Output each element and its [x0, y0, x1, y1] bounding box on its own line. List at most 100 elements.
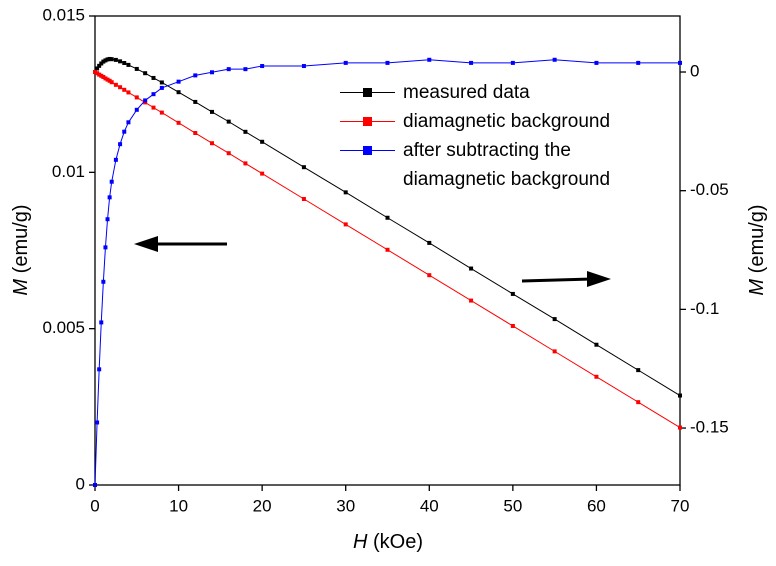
right-arrow: [521, 271, 611, 287]
data-point: [109, 57, 114, 62]
data-point: [385, 215, 390, 220]
legend-entry: measured data: [330, 78, 620, 107]
data-point: [193, 73, 198, 78]
data-point: [469, 266, 474, 271]
data-point: [151, 92, 156, 97]
data-point: [99, 61, 104, 66]
data-point: [210, 70, 214, 75]
data-point: [243, 129, 248, 134]
data-point: [103, 58, 108, 63]
x-tick-label: 30: [336, 496, 355, 515]
data-point: [95, 71, 100, 76]
data-point: [243, 67, 248, 72]
legend-label: diamagnetic background: [403, 111, 611, 132]
x-label-symbol: H: [353, 531, 368, 553]
data-point: [95, 66, 100, 71]
data-point: [93, 483, 97, 487]
data-point: [151, 105, 156, 110]
legend-entry: after subtracting the diamagnetic backgr…: [330, 136, 620, 194]
y2-label-unit: (emu/g): [746, 204, 768, 273]
data-point: [176, 120, 181, 125]
x-axis-label: H (kOe): [353, 531, 423, 553]
data-point: [176, 79, 181, 84]
data-point: [636, 60, 641, 65]
data-point: [343, 190, 348, 195]
x-tick-label: 50: [503, 496, 522, 515]
data-point: [101, 279, 106, 284]
data-point: [101, 59, 106, 64]
data-point: [103, 76, 108, 81]
data-point: [343, 222, 348, 227]
data-point: [113, 157, 118, 162]
legend: measured data diamagnetic background after…: [330, 78, 620, 194]
data-point: [343, 60, 348, 65]
data-point: [594, 342, 599, 347]
data-point: [126, 90, 131, 95]
data-point: [97, 63, 102, 68]
legend-marker: [363, 117, 372, 126]
data-point: [301, 165, 306, 170]
data-point: [118, 142, 123, 147]
data-point: [143, 71, 148, 76]
data-point: [99, 73, 104, 78]
data-point: [594, 60, 599, 65]
data-point: [109, 80, 114, 85]
data-point: [126, 120, 131, 125]
data-point: [385, 60, 390, 65]
legend-marker: [363, 88, 372, 97]
data-point: [95, 420, 100, 425]
data-point: [552, 349, 557, 354]
y2-label-symbol: M: [746, 279, 768, 296]
y2-tick-label: -0.05: [690, 180, 729, 199]
data-point: [636, 368, 641, 373]
data-point: [427, 57, 432, 62]
data-point: [427, 273, 432, 278]
data-point: [260, 139, 265, 144]
data-point: [107, 56, 112, 61]
data-point: [260, 64, 265, 69]
data-point: [97, 367, 102, 372]
data-point: [159, 85, 164, 90]
x-label-unit: (kOe): [373, 531, 423, 553]
data-point: [126, 62, 131, 67]
y-label-unit: (emu/g): [10, 204, 32, 273]
data-point: [226, 151, 231, 156]
legend-label: measured data: [403, 82, 530, 103]
data-point: [243, 161, 248, 166]
data-point: [118, 85, 123, 90]
y-tick-label: 0: [76, 474, 85, 493]
data-point: [113, 57, 118, 62]
data-point: [193, 131, 198, 136]
data-point: [93, 70, 97, 75]
legend-marker: [363, 146, 372, 155]
x-tick-label: 20: [253, 496, 272, 515]
data-point: [105, 217, 110, 222]
data-point: [678, 60, 682, 65]
plot-frame: [94, 15, 681, 486]
data-point: [226, 119, 231, 124]
data-point: [97, 72, 102, 77]
data-point: [552, 57, 557, 62]
data-point: [260, 171, 265, 176]
data-point: [510, 323, 515, 328]
data-point: [134, 107, 139, 112]
x-tick-label: 60: [587, 496, 606, 515]
data-point: [678, 425, 682, 430]
data-point: [113, 82, 118, 87]
data-point: [301, 64, 306, 69]
data-point: [510, 60, 515, 65]
data-point: [636, 400, 641, 405]
data-point: [107, 78, 112, 83]
y2-tick-label: -0.15: [690, 418, 729, 437]
y-tick-label: 0.005: [42, 318, 85, 337]
data-point: [427, 240, 432, 245]
data-point: [151, 75, 156, 80]
data-point: [159, 110, 164, 115]
x-tick-label: 40: [420, 496, 439, 515]
y2-tick-label: -0.1: [690, 299, 719, 318]
data-point: [301, 196, 306, 201]
y-axis-label: M (emu/g): [10, 204, 32, 295]
data-point: [134, 66, 139, 71]
